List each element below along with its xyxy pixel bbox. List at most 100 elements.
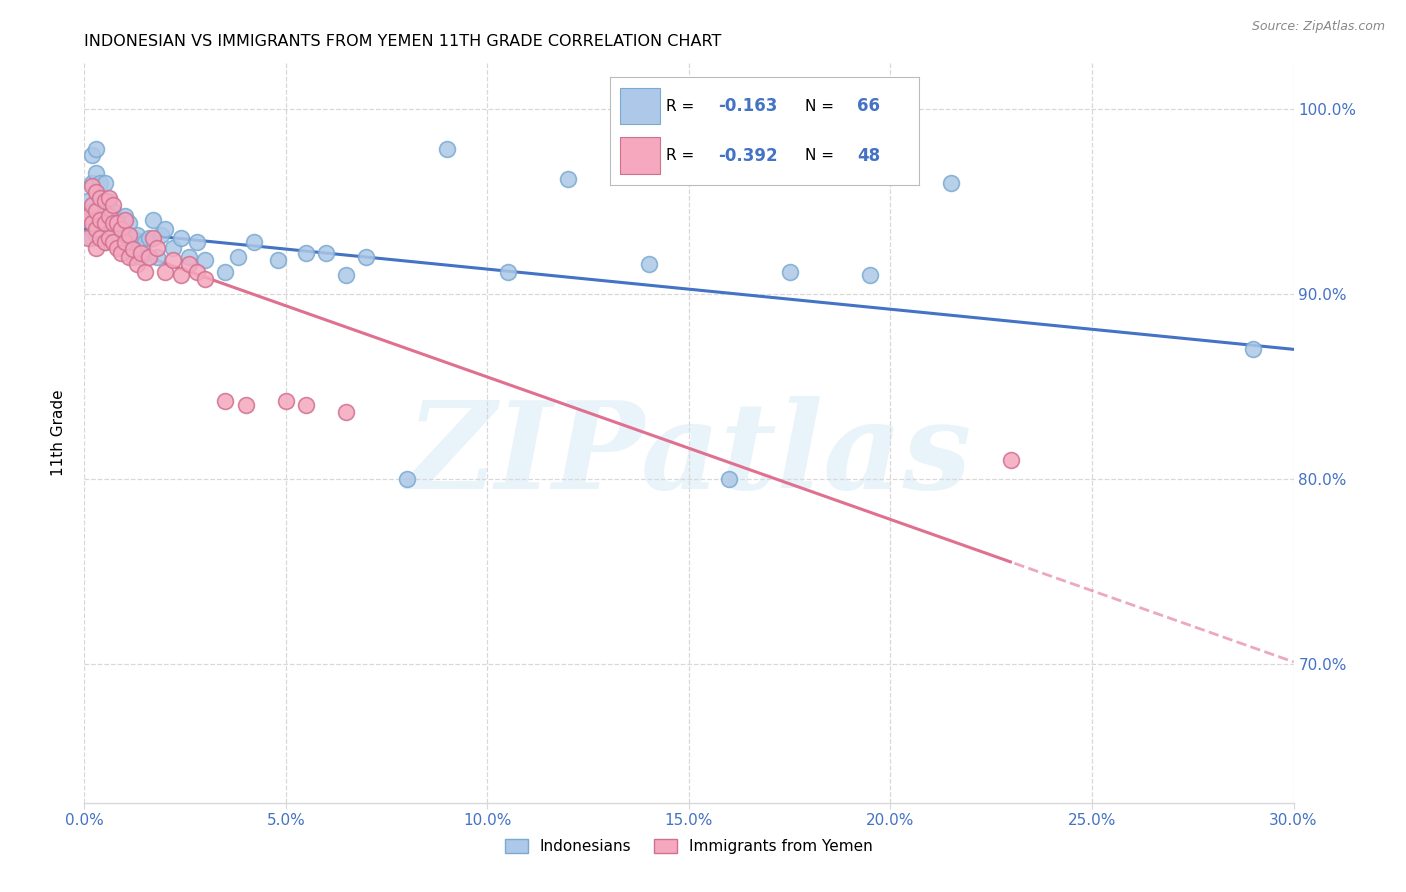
Point: [105, 235, 128, 249]
Point: [86, 143, 108, 157]
Point: [153, 222, 176, 236]
Point: [129, 250, 152, 264]
Point: [118, 217, 141, 231]
Point: [194, 272, 217, 286]
Point: [235, 398, 257, 412]
Point: [86, 166, 108, 180]
Point: [86, 222, 108, 236]
Point: [114, 231, 136, 245]
Point: [335, 405, 357, 419]
Point: [110, 246, 132, 260]
Point: [110, 217, 132, 231]
Point: [859, 268, 882, 283]
Point: [146, 240, 169, 254]
Point: [214, 264, 236, 278]
Point: [93, 217, 115, 231]
Point: [335, 268, 357, 283]
Point: [97, 231, 120, 245]
Point: [110, 240, 132, 254]
Point: [162, 253, 184, 268]
Point: [146, 250, 169, 264]
Point: [118, 227, 141, 242]
Point: [93, 235, 115, 249]
Point: [718, 472, 741, 486]
Point: [226, 250, 249, 264]
Point: [77, 231, 100, 245]
Point: [179, 257, 201, 271]
Point: [779, 264, 801, 278]
Point: [242, 235, 264, 249]
Point: [86, 203, 108, 218]
Point: [86, 185, 108, 199]
Point: [356, 250, 378, 264]
Point: [194, 253, 217, 268]
Point: [179, 250, 201, 264]
Point: [82, 179, 104, 194]
Point: [97, 212, 120, 227]
Point: [186, 264, 208, 278]
Point: [77, 209, 100, 223]
Point: [86, 240, 108, 254]
Point: [121, 243, 143, 257]
Point: [89, 212, 111, 227]
Point: [89, 212, 111, 227]
Point: [101, 217, 124, 231]
Point: [86, 217, 108, 231]
Point: [93, 198, 115, 212]
Point: [105, 240, 128, 254]
Point: [97, 209, 120, 223]
Text: Source: ZipAtlas.com: Source: ZipAtlas.com: [1251, 20, 1385, 33]
Y-axis label: 11th Grade: 11th Grade: [51, 389, 66, 476]
Point: [129, 246, 152, 260]
Point: [101, 222, 124, 236]
Point: [118, 235, 141, 249]
Point: [82, 198, 104, 212]
Point: [125, 257, 148, 271]
Legend: Indonesians, Immigrants from Yemen: Indonesians, Immigrants from Yemen: [496, 831, 882, 862]
Point: [93, 235, 115, 249]
Point: [97, 231, 120, 245]
Point: [186, 235, 208, 249]
Point: [114, 209, 136, 223]
Point: [315, 246, 337, 260]
Point: [77, 194, 100, 209]
Point: [138, 231, 160, 245]
Point: [142, 231, 165, 245]
Point: [114, 212, 136, 227]
Point: [89, 227, 111, 242]
Point: [214, 394, 236, 409]
Point: [89, 176, 111, 190]
Point: [153, 264, 176, 278]
Point: [274, 394, 297, 409]
Point: [97, 190, 120, 204]
Text: INDONESIAN VS IMMIGRANTS FROM YEMEN 11TH GRADE CORRELATION CHART: INDONESIAN VS IMMIGRANTS FROM YEMEN 11TH…: [84, 34, 721, 49]
Point: [89, 190, 111, 204]
Point: [149, 227, 172, 242]
Point: [86, 185, 108, 199]
Point: [93, 176, 115, 190]
Point: [82, 148, 104, 162]
Point: [939, 176, 962, 190]
Point: [134, 264, 156, 278]
Point: [89, 190, 111, 204]
Point: [125, 227, 148, 242]
Point: [97, 194, 120, 209]
Point: [105, 217, 128, 231]
Point: [121, 231, 143, 245]
Point: [114, 235, 136, 249]
Point: [86, 203, 108, 218]
Point: [101, 198, 124, 212]
Point: [89, 231, 111, 245]
Point: [93, 217, 115, 231]
Point: [82, 217, 104, 231]
Point: [162, 240, 184, 254]
Point: [170, 268, 193, 283]
Point: [118, 250, 141, 264]
Point: [436, 143, 458, 157]
Point: [170, 231, 193, 245]
Point: [82, 203, 104, 218]
Point: [138, 250, 160, 264]
Point: [295, 398, 318, 412]
Point: [295, 246, 318, 260]
Text: ZIPatlas: ZIPatlas: [406, 395, 972, 514]
